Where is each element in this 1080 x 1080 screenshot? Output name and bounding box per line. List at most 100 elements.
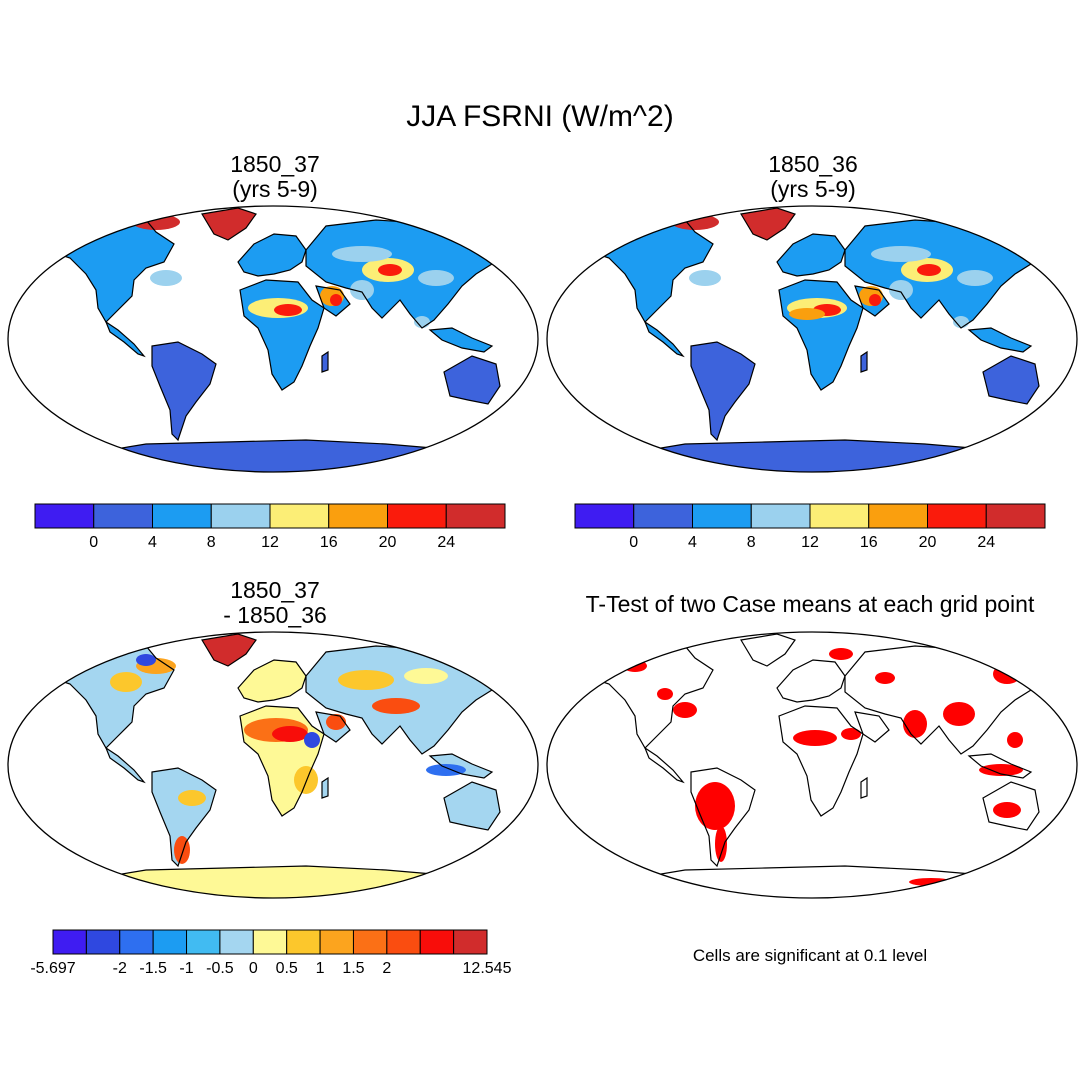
colorbar-tick-label: 12 bbox=[801, 534, 819, 551]
colorbar-swatch bbox=[252, 929, 288, 955]
field-region bbox=[378, 264, 402, 276]
continent-greenland bbox=[741, 208, 795, 240]
colorbar-swatch bbox=[387, 503, 447, 529]
coastline bbox=[104, 746, 146, 784]
colorbar-tick-label: 1 bbox=[316, 960, 325, 977]
colorbar-tick-label: -1 bbox=[179, 960, 193, 977]
field-region bbox=[136, 654, 156, 666]
continent-newZealand bbox=[512, 400, 520, 418]
panel-title-bottom-left: 1850_37 - 1850_36 bbox=[170, 578, 380, 628]
coastline bbox=[428, 753, 494, 779]
coastline bbox=[860, 350, 868, 373]
coastline bbox=[201, 633, 257, 667]
continent-centralAmerica bbox=[645, 322, 683, 356]
colorbar-tick-label: 0.5 bbox=[276, 960, 298, 977]
continent-southeastAsia bbox=[430, 328, 492, 352]
field-region bbox=[178, 790, 206, 806]
colorbar-swatch bbox=[328, 503, 388, 529]
colorbar-swatch bbox=[152, 503, 212, 529]
field-region bbox=[841, 728, 861, 740]
field-region bbox=[372, 698, 420, 714]
panel-title-line2: (yrs 5-9) bbox=[232, 176, 318, 202]
colorbar-tick-label: 2 bbox=[382, 960, 391, 977]
continent-antarctica bbox=[575, 440, 1049, 472]
coastline bbox=[428, 327, 494, 353]
continent-greenland bbox=[202, 208, 256, 240]
panel-title-top-left: 1850_37 (yrs 5-9) bbox=[170, 152, 380, 202]
colorbar-swatch bbox=[453, 929, 488, 955]
continent-madagascar bbox=[322, 778, 328, 798]
colorbar-swatch bbox=[985, 503, 1046, 529]
coastline bbox=[573, 865, 1050, 898]
colorbar-tick-label: -1.5 bbox=[139, 960, 167, 977]
coastline bbox=[1050, 398, 1060, 419]
coastline bbox=[740, 207, 796, 241]
field-region bbox=[993, 802, 1021, 818]
continent-centralAmerica bbox=[106, 322, 144, 356]
colorbar-swatch bbox=[352, 929, 388, 955]
colorbar-tick-label: 0 bbox=[89, 534, 98, 551]
colorbar-tick-label: 0 bbox=[629, 534, 638, 551]
continent-antarctica bbox=[36, 440, 510, 472]
coastline bbox=[643, 746, 685, 784]
colorbar-tick-label: 8 bbox=[747, 534, 756, 551]
field-region bbox=[889, 280, 913, 300]
continent-newZealand bbox=[1051, 826, 1059, 844]
colorbar-tick-label: -5.697 bbox=[30, 960, 75, 977]
coastline bbox=[315, 285, 351, 317]
colorbar-swatch bbox=[750, 503, 811, 529]
map-frame bbox=[7, 205, 539, 473]
continent-greenland bbox=[202, 634, 256, 666]
coastline bbox=[967, 753, 1033, 779]
coastline bbox=[511, 824, 521, 845]
coastline bbox=[321, 350, 329, 373]
coastline bbox=[315, 711, 351, 743]
coastline bbox=[573, 439, 1050, 472]
colorbar-swatch bbox=[286, 929, 321, 955]
field-region bbox=[332, 246, 392, 262]
coastline bbox=[643, 320, 685, 358]
coastline bbox=[237, 233, 307, 277]
colorbar-tick-label: 20 bbox=[919, 534, 937, 551]
continent-europe bbox=[777, 234, 845, 276]
colorbar-swatch bbox=[85, 929, 121, 955]
field-region bbox=[426, 764, 466, 776]
colorbar-swatch bbox=[574, 503, 635, 529]
map-frame bbox=[546, 205, 1078, 473]
panel-title-line1: 1850_36 bbox=[768, 151, 858, 177]
field-region bbox=[695, 782, 735, 830]
coastline bbox=[854, 711, 890, 743]
field-region bbox=[903, 710, 927, 738]
colorbar-tick-label: 1.5 bbox=[342, 960, 364, 977]
field-region bbox=[673, 702, 697, 718]
field-region bbox=[326, 714, 346, 730]
continent-madagascar bbox=[861, 778, 867, 798]
field-region bbox=[294, 766, 318, 794]
field-region bbox=[917, 264, 941, 276]
coastline bbox=[776, 659, 846, 703]
field-region bbox=[330, 294, 342, 306]
field-region bbox=[689, 270, 721, 286]
coastline bbox=[443, 781, 501, 831]
field-region bbox=[957, 270, 993, 286]
panel-title-bottom-right: T-Test of two Case means at each grid po… bbox=[585, 591, 1035, 617]
colorbar-tick-label: -2 bbox=[113, 960, 127, 977]
continent-australia bbox=[444, 782, 500, 830]
field-region bbox=[110, 672, 142, 692]
colorbar-swatch bbox=[927, 503, 987, 529]
colorbar-swatch bbox=[119, 929, 154, 955]
panel-title-line2: (yrs 5-9) bbox=[770, 176, 856, 202]
continent-europe bbox=[238, 234, 306, 276]
map-top-right bbox=[546, 205, 1078, 473]
field-region bbox=[150, 270, 182, 286]
coastline bbox=[982, 781, 1040, 831]
colorbar-swatch bbox=[34, 503, 95, 529]
continent-southeastAsia bbox=[430, 754, 492, 778]
field-region bbox=[464, 650, 488, 670]
field-region bbox=[875, 672, 895, 684]
colorbar-swatch bbox=[152, 929, 188, 955]
continent-centralAmerica bbox=[106, 748, 144, 782]
coastline bbox=[690, 767, 756, 868]
field-region bbox=[1007, 732, 1023, 748]
map-frame bbox=[546, 631, 1078, 899]
